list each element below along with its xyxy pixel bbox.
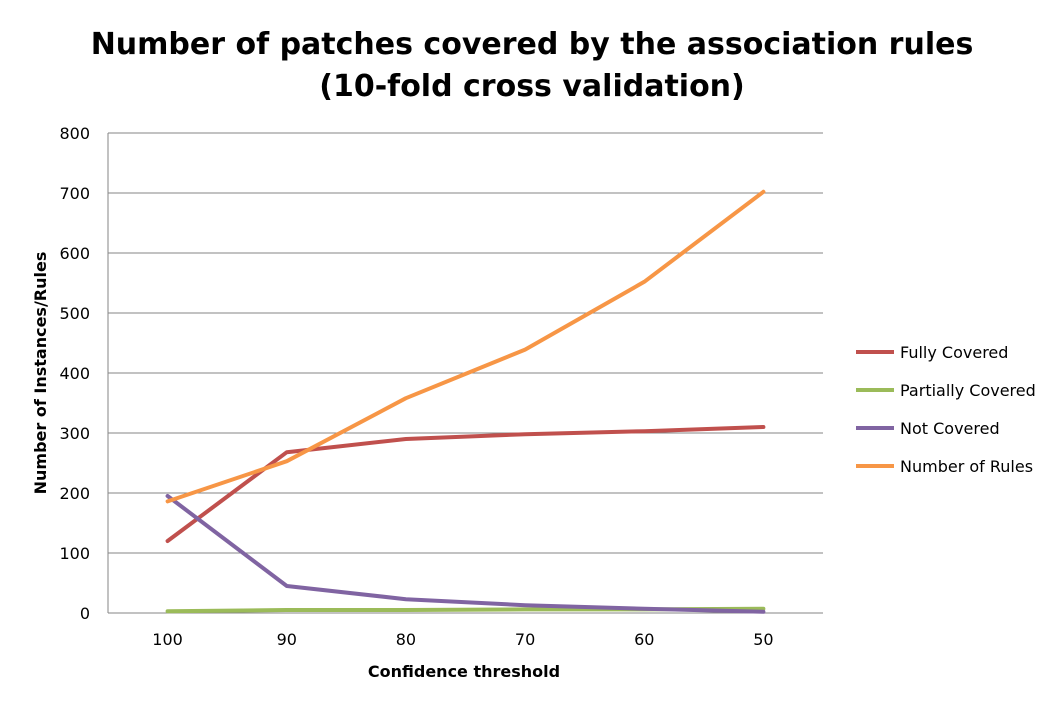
y-tick-label-500: 500 — [59, 304, 90, 323]
y-tick-label-600: 600 — [59, 244, 90, 263]
x-tick-label-80: 80 — [396, 630, 416, 649]
y-tick-label-100: 100 — [59, 544, 90, 563]
series-line-number-of-rules — [165, 189, 766, 504]
x-axis-title: Confidence threshold — [368, 662, 560, 681]
y-tick-label-700: 700 — [59, 184, 90, 203]
y-tick-label-400: 400 — [59, 364, 90, 383]
chart-title-line-1: Number of patches covered by the associa… — [91, 27, 974, 62]
x-tick-label-60: 60 — [634, 630, 654, 649]
y-tick-label-800: 800 — [59, 124, 90, 143]
y-axis-title: Number of Instances/Rules — [31, 252, 50, 495]
legend-label-partially-covered: Partially Covered — [900, 381, 1036, 400]
chart-title: Number of patches covered by the associa… — [91, 27, 974, 104]
y-tick-label-200: 200 — [59, 484, 90, 503]
y-axis-tick-labels: 0 100 200 300 400 500 600 700 800 — [59, 124, 90, 623]
legend: Fully Covered Partially Covered Not Covere… — [856, 343, 1036, 476]
y-tick-label-300: 300 — [59, 424, 90, 443]
legend-label-number-of-rules: Number of Rules — [900, 457, 1033, 476]
x-tick-label-90: 90 — [277, 630, 297, 649]
x-tick-label-100: 100 — [152, 630, 183, 649]
legend-label-fully-covered: Fully Covered — [900, 343, 1008, 362]
y-tick-label-0: 0 — [80, 604, 90, 623]
series-line-fully-covered — [165, 425, 766, 543]
legend-label-not-covered: Not Covered — [900, 419, 1000, 438]
x-tick-label-70: 70 — [515, 630, 535, 649]
series-lines — [165, 189, 766, 614]
x-axis-tick-labels: 100 90 80 70 60 50 — [152, 630, 773, 649]
series-line-not-covered — [165, 494, 766, 614]
x-tick-label-50: 50 — [753, 630, 773, 649]
chart-title-line-2: (10-fold cross validation) — [319, 69, 745, 104]
